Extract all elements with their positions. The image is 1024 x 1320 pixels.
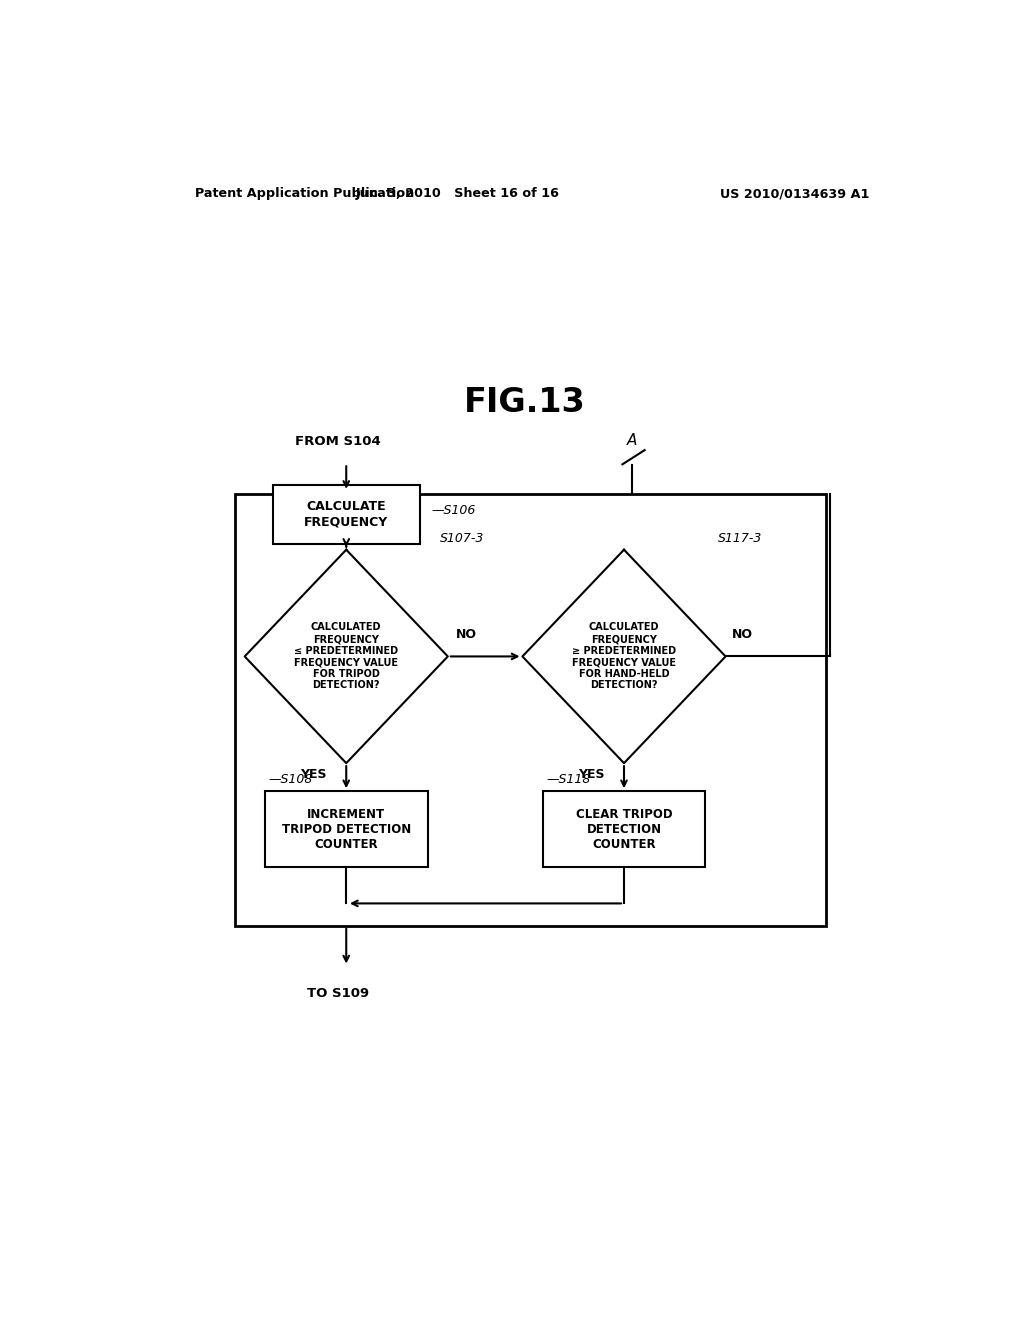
Text: Patent Application Publication: Patent Application Publication	[196, 187, 415, 201]
FancyBboxPatch shape	[543, 791, 706, 867]
Text: NO: NO	[456, 628, 477, 642]
Text: —S108: —S108	[269, 774, 313, 785]
Text: —S118: —S118	[547, 774, 591, 785]
Text: Jun. 3, 2010   Sheet 16 of 16: Jun. 3, 2010 Sheet 16 of 16	[355, 187, 559, 201]
Text: CALCULATED
FREQUENCY
≤ PREDETERMINED
FREQUENCY VALUE
FOR TRIPOD
DETECTION?: CALCULATED FREQUENCY ≤ PREDETERMINED FRE…	[294, 623, 398, 690]
FancyBboxPatch shape	[265, 791, 428, 867]
Text: NO: NO	[732, 628, 753, 642]
Text: US 2010/0134639 A1: US 2010/0134639 A1	[720, 187, 869, 201]
Text: TO S109: TO S109	[307, 987, 370, 999]
Text: S107-3: S107-3	[440, 532, 484, 545]
FancyBboxPatch shape	[236, 494, 826, 925]
Text: FROM S104: FROM S104	[296, 436, 381, 447]
FancyBboxPatch shape	[272, 484, 420, 544]
Text: CLEAR TRIPOD
DETECTION
COUNTER: CLEAR TRIPOD DETECTION COUNTER	[575, 808, 673, 850]
Text: A: A	[627, 433, 637, 447]
Text: CALCULATED
FREQUENCY
≥ PREDETERMINED
FREQUENCY VALUE
FOR HAND-HELD
DETECTION?: CALCULATED FREQUENCY ≥ PREDETERMINED FRE…	[572, 623, 676, 690]
Text: INCREMENT
TRIPOD DETECTION
COUNTER: INCREMENT TRIPOD DETECTION COUNTER	[282, 808, 411, 850]
Text: CALCULATE
FREQUENCY: CALCULATE FREQUENCY	[304, 500, 388, 528]
Text: S117-3: S117-3	[718, 532, 762, 545]
Text: YES: YES	[300, 768, 327, 781]
Text: FIG.13: FIG.13	[464, 385, 586, 418]
Text: —S106: —S106	[431, 503, 476, 516]
Text: YES: YES	[578, 768, 604, 781]
